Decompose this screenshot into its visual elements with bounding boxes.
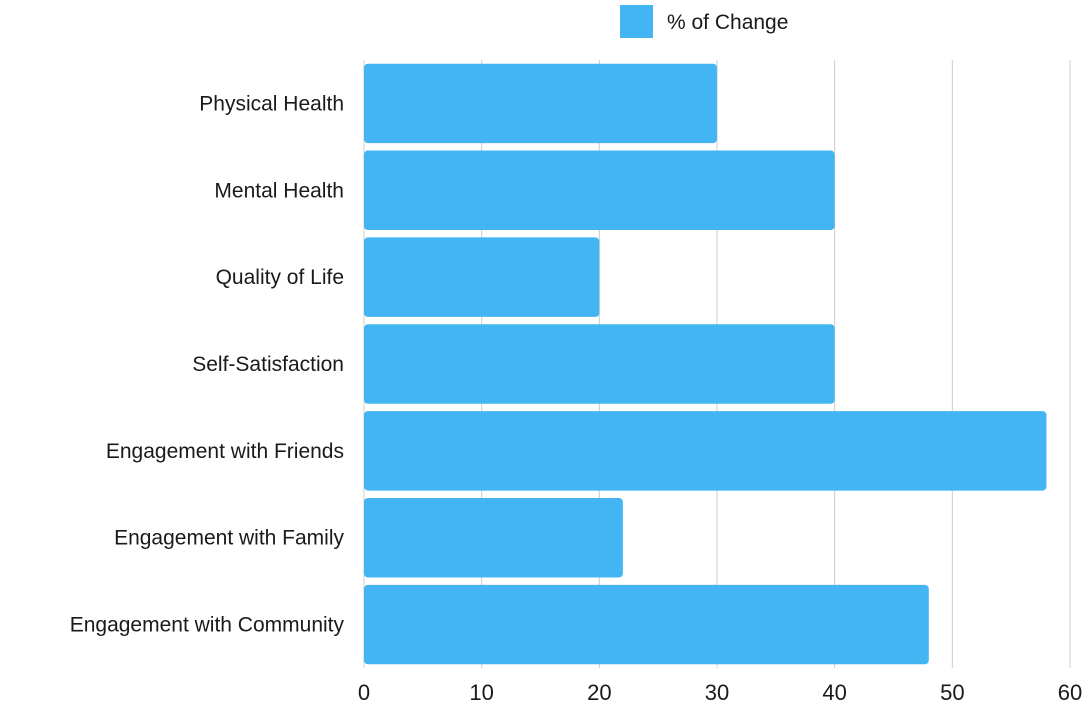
x-tick-label-40: 40 <box>822 680 846 705</box>
category-labels: Physical Health Mental Health Quality of L… <box>70 92 345 636</box>
bar-physical-health <box>364 63 717 144</box>
bar-quality-of-life <box>364 237 600 317</box>
category-label-engagement-with-family: Engagement with Family <box>114 527 344 550</box>
category-label-engagement-with-friends: Engagement with Friends <box>106 440 344 463</box>
x-axis-tick-labels: 0 10 20 30 40 50 60 <box>358 680 1082 705</box>
bar-engagement-with-community <box>364 584 929 665</box>
bar-mental-health <box>364 150 835 231</box>
legend-label: % of Change <box>667 11 788 34</box>
category-label-mental-health: Mental Health <box>214 179 344 202</box>
category-label-physical-health: Physical Health <box>199 92 344 115</box>
x-tick-label-50: 50 <box>940 680 964 705</box>
x-tick-label-30: 30 <box>705 680 729 705</box>
bar-self-satisfaction <box>364 324 835 404</box>
legend-swatch <box>620 5 653 38</box>
bar-engagement-with-family <box>364 497 623 578</box>
x-tick-label-0: 0 <box>358 680 370 705</box>
category-label-quality-of-life: Quality of Life <box>216 266 344 289</box>
legend: % of Change <box>620 5 788 38</box>
category-label-self-satisfaction: Self-Satisfaction <box>192 353 344 376</box>
bar-engagement-with-friends <box>364 411 1047 491</box>
category-label-engagement-with-community: Engagement with Community <box>70 614 345 637</box>
bars <box>364 63 1047 665</box>
x-tick-label-20: 20 <box>587 680 611 705</box>
x-tick-label-60: 60 <box>1058 680 1082 705</box>
x-tick-label-10: 10 <box>469 680 493 705</box>
